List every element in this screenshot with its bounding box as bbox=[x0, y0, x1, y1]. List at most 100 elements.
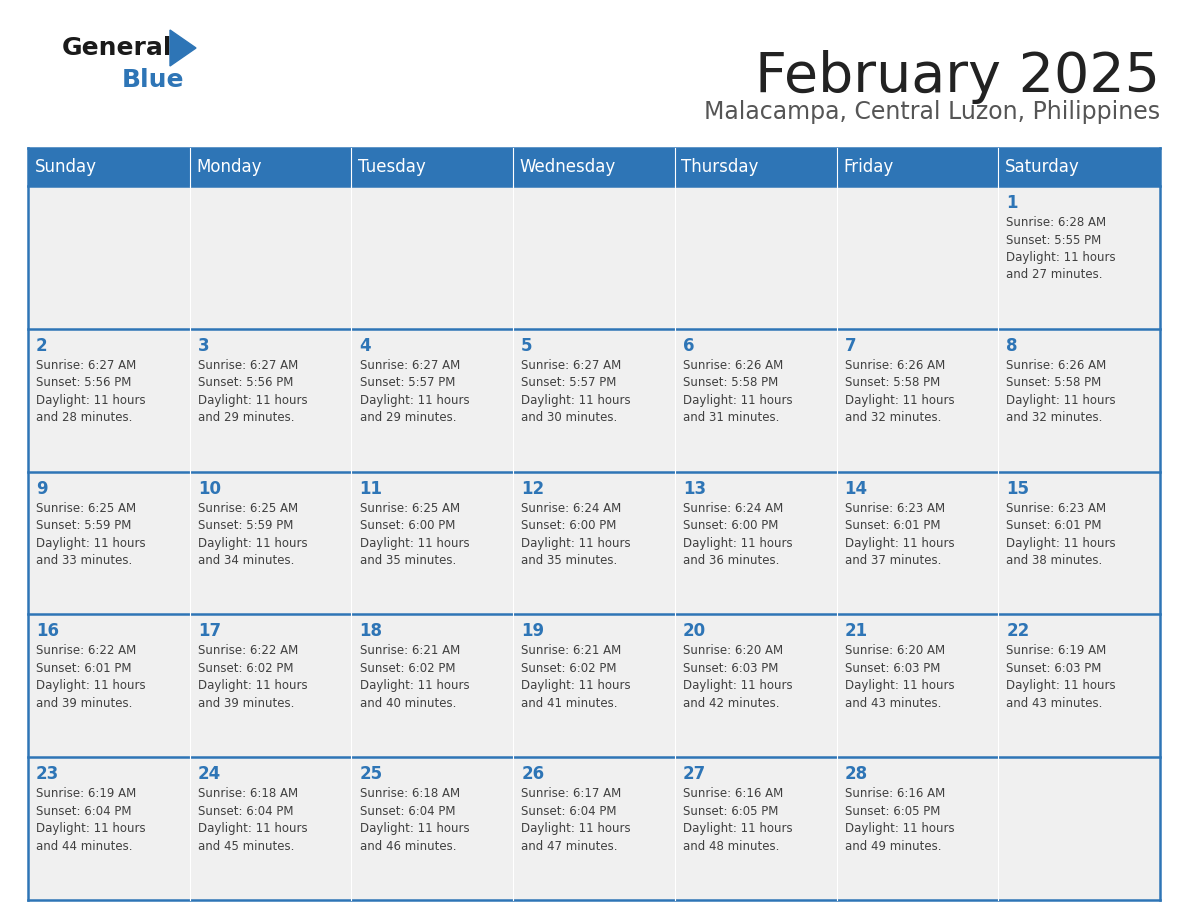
Text: Sunset: 6:02 PM: Sunset: 6:02 PM bbox=[522, 662, 617, 675]
Text: 18: 18 bbox=[360, 622, 383, 641]
Polygon shape bbox=[170, 30, 196, 66]
Text: and 41 minutes.: and 41 minutes. bbox=[522, 697, 618, 710]
Text: 5: 5 bbox=[522, 337, 532, 354]
Text: Sunrise: 6:25 AM: Sunrise: 6:25 AM bbox=[360, 501, 460, 515]
Text: and 36 minutes.: and 36 minutes. bbox=[683, 554, 779, 567]
Text: Sunset: 6:03 PM: Sunset: 6:03 PM bbox=[845, 662, 940, 675]
Text: Daylight: 11 hours: Daylight: 11 hours bbox=[1006, 679, 1116, 692]
Text: Sunset: 6:04 PM: Sunset: 6:04 PM bbox=[36, 805, 132, 818]
Text: and 30 minutes.: and 30 minutes. bbox=[522, 411, 618, 424]
Text: Monday: Monday bbox=[196, 158, 261, 176]
Text: Sunset: 6:04 PM: Sunset: 6:04 PM bbox=[197, 805, 293, 818]
Text: Wednesday: Wednesday bbox=[519, 158, 615, 176]
Text: Sunset: 5:55 PM: Sunset: 5:55 PM bbox=[1006, 233, 1101, 247]
Text: Daylight: 11 hours: Daylight: 11 hours bbox=[845, 537, 954, 550]
Text: 4: 4 bbox=[360, 337, 371, 354]
Text: Sunset: 6:03 PM: Sunset: 6:03 PM bbox=[683, 662, 778, 675]
Text: Sunset: 5:56 PM: Sunset: 5:56 PM bbox=[197, 376, 293, 389]
Text: Sunrise: 6:19 AM: Sunrise: 6:19 AM bbox=[1006, 644, 1106, 657]
Bar bbox=[675, 614, 836, 757]
Text: Daylight: 11 hours: Daylight: 11 hours bbox=[683, 394, 792, 407]
Bar bbox=[352, 472, 513, 614]
Bar bbox=[836, 614, 998, 757]
Bar bbox=[998, 472, 1159, 614]
Text: Daylight: 11 hours: Daylight: 11 hours bbox=[522, 679, 631, 692]
Text: Sunrise: 6:23 AM: Sunrise: 6:23 AM bbox=[1006, 501, 1106, 515]
Bar bbox=[513, 329, 675, 472]
Text: 2: 2 bbox=[36, 337, 48, 354]
Text: Sunset: 6:00 PM: Sunset: 6:00 PM bbox=[683, 519, 778, 532]
Text: Tuesday: Tuesday bbox=[358, 158, 425, 176]
Text: and 32 minutes.: and 32 minutes. bbox=[1006, 411, 1102, 424]
Text: and 29 minutes.: and 29 minutes. bbox=[360, 411, 456, 424]
Bar bbox=[352, 614, 513, 757]
Text: and 46 minutes.: and 46 minutes. bbox=[360, 840, 456, 853]
Bar bbox=[675, 329, 836, 472]
Text: Daylight: 11 hours: Daylight: 11 hours bbox=[683, 679, 792, 692]
Text: Sunset: 6:02 PM: Sunset: 6:02 PM bbox=[197, 662, 293, 675]
Text: Sunrise: 6:26 AM: Sunrise: 6:26 AM bbox=[683, 359, 783, 372]
Text: Sunset: 5:59 PM: Sunset: 5:59 PM bbox=[197, 519, 293, 532]
Text: Sunrise: 6:26 AM: Sunrise: 6:26 AM bbox=[1006, 359, 1106, 372]
Text: 11: 11 bbox=[360, 479, 383, 498]
Text: and 37 minutes.: and 37 minutes. bbox=[845, 554, 941, 567]
Text: 25: 25 bbox=[360, 766, 383, 783]
Text: 15: 15 bbox=[1006, 479, 1029, 498]
Text: 16: 16 bbox=[36, 622, 59, 641]
Text: 28: 28 bbox=[845, 766, 867, 783]
Text: 10: 10 bbox=[197, 479, 221, 498]
Text: Friday: Friday bbox=[843, 158, 893, 176]
Text: Sunrise: 6:25 AM: Sunrise: 6:25 AM bbox=[197, 501, 298, 515]
Text: Sunrise: 6:22 AM: Sunrise: 6:22 AM bbox=[197, 644, 298, 657]
Text: 17: 17 bbox=[197, 622, 221, 641]
Text: and 29 minutes.: and 29 minutes. bbox=[197, 411, 295, 424]
Bar bbox=[513, 614, 675, 757]
Bar bbox=[513, 186, 675, 329]
Text: Daylight: 11 hours: Daylight: 11 hours bbox=[197, 823, 308, 835]
Text: Sunset: 5:57 PM: Sunset: 5:57 PM bbox=[360, 376, 455, 389]
Text: Sunrise: 6:27 AM: Sunrise: 6:27 AM bbox=[522, 359, 621, 372]
Text: and 38 minutes.: and 38 minutes. bbox=[1006, 554, 1102, 567]
Text: and 39 minutes.: and 39 minutes. bbox=[197, 697, 295, 710]
Text: Sunrise: 6:21 AM: Sunrise: 6:21 AM bbox=[522, 644, 621, 657]
Text: 23: 23 bbox=[36, 766, 59, 783]
Text: and 40 minutes.: and 40 minutes. bbox=[360, 697, 456, 710]
Text: Sunrise: 6:26 AM: Sunrise: 6:26 AM bbox=[845, 359, 944, 372]
Text: and 45 minutes.: and 45 minutes. bbox=[197, 840, 295, 853]
Text: 12: 12 bbox=[522, 479, 544, 498]
Text: and 35 minutes.: and 35 minutes. bbox=[360, 554, 456, 567]
Text: Daylight: 11 hours: Daylight: 11 hours bbox=[36, 537, 146, 550]
Text: and 42 minutes.: and 42 minutes. bbox=[683, 697, 779, 710]
Text: Daylight: 11 hours: Daylight: 11 hours bbox=[683, 823, 792, 835]
Text: Sunset: 6:00 PM: Sunset: 6:00 PM bbox=[522, 519, 617, 532]
Text: Daylight: 11 hours: Daylight: 11 hours bbox=[197, 394, 308, 407]
Text: 24: 24 bbox=[197, 766, 221, 783]
Text: 19: 19 bbox=[522, 622, 544, 641]
Bar bbox=[513, 757, 675, 900]
Text: Sunrise: 6:23 AM: Sunrise: 6:23 AM bbox=[845, 501, 944, 515]
Bar bbox=[190, 329, 352, 472]
Bar bbox=[513, 472, 675, 614]
Text: Sunset: 6:00 PM: Sunset: 6:00 PM bbox=[360, 519, 455, 532]
Text: Sunset: 5:58 PM: Sunset: 5:58 PM bbox=[1006, 376, 1101, 389]
Text: Daylight: 11 hours: Daylight: 11 hours bbox=[360, 394, 469, 407]
Text: 6: 6 bbox=[683, 337, 695, 354]
Text: Daylight: 11 hours: Daylight: 11 hours bbox=[197, 679, 308, 692]
Text: Sunset: 5:59 PM: Sunset: 5:59 PM bbox=[36, 519, 132, 532]
Text: Sunset: 5:56 PM: Sunset: 5:56 PM bbox=[36, 376, 132, 389]
Text: Daylight: 11 hours: Daylight: 11 hours bbox=[197, 537, 308, 550]
Text: 13: 13 bbox=[683, 479, 706, 498]
Text: Daylight: 11 hours: Daylight: 11 hours bbox=[845, 394, 954, 407]
Text: Sunset: 5:58 PM: Sunset: 5:58 PM bbox=[845, 376, 940, 389]
Text: and 32 minutes.: and 32 minutes. bbox=[845, 411, 941, 424]
Text: and 49 minutes.: and 49 minutes. bbox=[845, 840, 941, 853]
Text: and 31 minutes.: and 31 minutes. bbox=[683, 411, 779, 424]
Text: Daylight: 11 hours: Daylight: 11 hours bbox=[1006, 537, 1116, 550]
Text: Daylight: 11 hours: Daylight: 11 hours bbox=[36, 394, 146, 407]
Bar bbox=[836, 472, 998, 614]
Text: Sunset: 6:01 PM: Sunset: 6:01 PM bbox=[1006, 519, 1102, 532]
Bar bbox=[836, 329, 998, 472]
Bar bbox=[29, 148, 1159, 186]
Text: and 27 minutes.: and 27 minutes. bbox=[1006, 268, 1102, 282]
Text: and 44 minutes.: and 44 minutes. bbox=[36, 840, 133, 853]
